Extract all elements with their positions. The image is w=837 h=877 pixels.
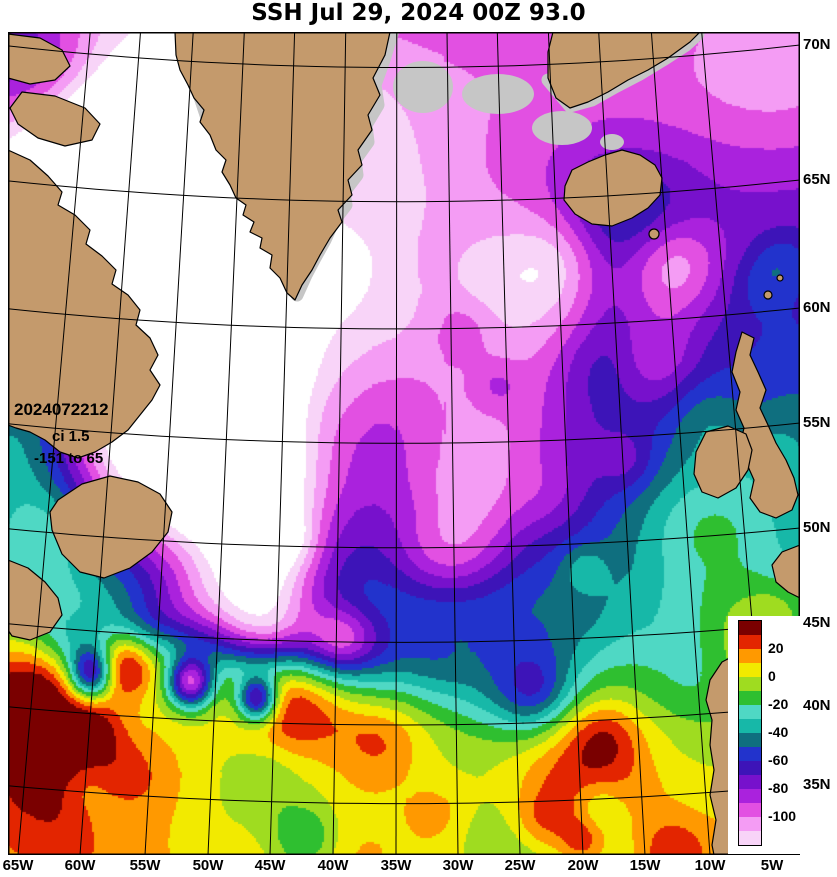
france-coast [771,544,800,599]
colorbar-segment [739,649,761,663]
land-layer [8,32,800,855]
grid-line [8,622,800,643]
grid-line [8,307,800,330]
grid-line [650,32,711,855]
grid-line [8,784,800,805]
lon-label-30w: 30W [442,857,474,874]
baffin-island [8,33,71,85]
colorbar-segment [739,677,761,691]
grid-line [8,44,800,68]
lon-label-35w: 35W [380,857,412,874]
colorbar-segment [739,663,761,677]
graticule-layer [8,32,800,855]
grid-line [79,32,141,855]
colorbar-tick-n60: -60 [768,752,789,768]
colorbar-segment [739,635,761,649]
colorbar-segment [739,789,761,803]
lat-label-45n: 45N [803,614,831,631]
value-range-annotation: -151 to 65 [34,450,104,467]
ireland [693,425,753,499]
lon-label-25w: 25W [504,857,536,874]
lat-label-70n: 70N [803,36,831,53]
shetland-islands [763,290,773,300]
lon-label-40w: 40W [317,857,349,874]
lon-label-10w: 10W [694,857,726,874]
colorbar-segment [739,761,761,775]
orkney-islands [776,274,784,282]
lat-label-50n: 50N [803,519,831,536]
grid-line [446,32,459,855]
lat-label-65n: 65N [803,171,831,188]
lon-label-15w: 15W [629,857,661,874]
colorbar-tick-n80: -80 [768,780,789,796]
colorbar-segment [739,831,761,845]
colorbar-tick-n100: -100 [768,808,797,824]
colorbar-segment [739,775,761,789]
chart-title: SSH Jul 29, 2024 00Z 93.0 [251,0,586,26]
faroe-islands [648,228,660,240]
colorbar-segment [739,817,761,831]
grid-line [332,32,347,855]
denmark-strait-ice [393,61,453,113]
grid-line [496,32,521,855]
labrador-coast [8,149,161,459]
colorbar [738,620,762,846]
lat-label-40n: 40N [803,697,831,714]
grid-line [8,527,800,549]
colorbar-tick-0: 0 [768,668,776,684]
map-frame [8,32,800,855]
colorbar-tick-20: 20 [768,640,784,656]
grid-line [547,32,584,855]
colorbar-segment [739,621,761,635]
denmark-strait-ice-2 [462,74,534,114]
colorbar-segment [739,733,761,747]
colorbar-segment [739,803,761,817]
lon-label-50w: 50W [192,857,224,874]
norway [547,32,701,109]
lon-label-65w: 65W [2,857,34,874]
grid-line [269,32,296,855]
lon-label-5w: 5W [760,857,784,874]
colorbar-panel: 20 0 -20 -40 -60 -80 -100 [728,616,802,854]
n-iceland-ice [600,134,624,150]
lon-label-60w: 60W [64,857,96,874]
map-overlay [8,32,800,855]
newfoundland [49,475,173,579]
nw-iceland-ice [532,111,592,145]
lat-label-35n: 35N [803,776,831,793]
lon-label-45w: 45W [254,857,286,874]
grid-line [8,422,800,444]
grid-line [144,32,194,855]
grid-line [207,32,245,855]
grid-line [17,32,91,855]
lat-label-55n: 55N [803,414,831,431]
lon-label-55w: 55W [129,857,161,874]
map-area [8,32,800,855]
colorbar-segment [739,719,761,733]
grid-line [8,705,800,726]
great-britain [731,331,799,519]
grid-line [8,179,800,203]
contour-interval-annotation: ci 1.5 [52,428,90,445]
colorbar-segment [739,705,761,719]
nova-scotia [8,559,63,641]
lat-label-60n: 60N [803,299,831,316]
colorbar-segment [739,691,761,705]
colorbar-segment [739,747,761,761]
baffin-island-2 [9,91,101,147]
lon-label-20w: 20W [567,857,599,874]
colorbar-tick-n20: -20 [768,696,789,712]
colorbar-tick-n40: -40 [768,724,789,740]
iceland [563,149,663,227]
greenland [174,32,391,301]
run-id-annotation: 2024072212 [14,400,109,419]
